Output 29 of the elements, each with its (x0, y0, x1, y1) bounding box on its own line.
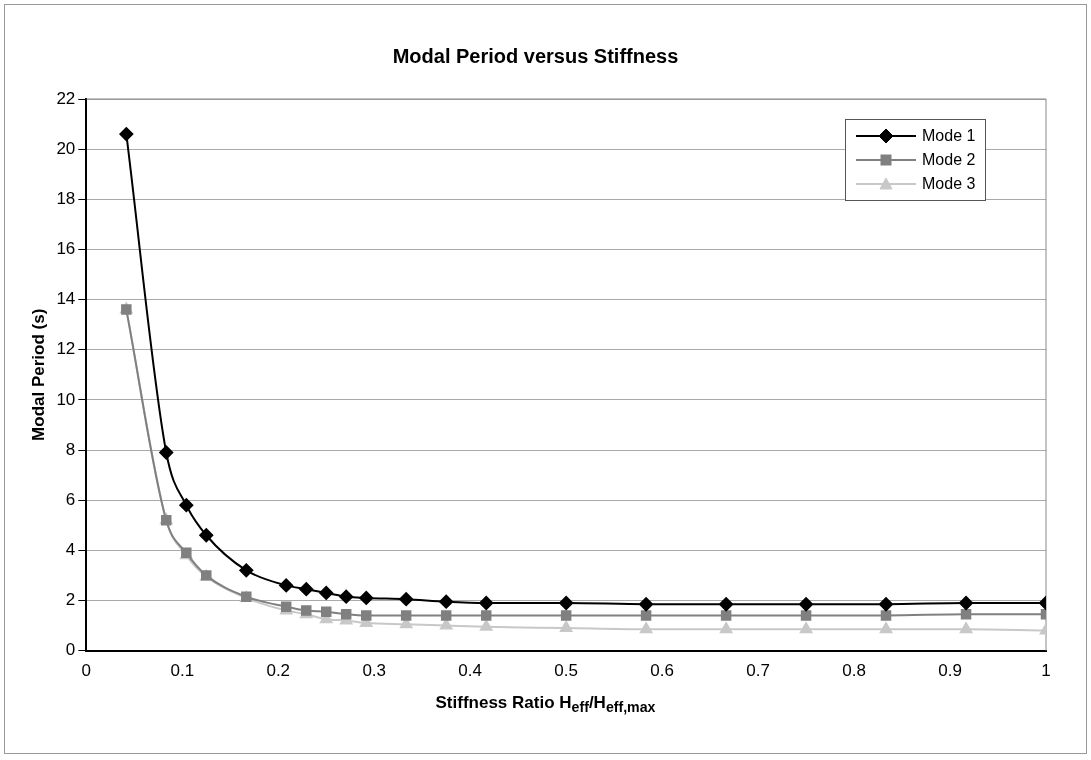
x-tick-label: 0.6 (650, 661, 674, 681)
x-tick-label: 0.8 (842, 661, 866, 681)
y-tick-label: 10 (56, 389, 76, 409)
y-tick-label: 18 (56, 188, 76, 208)
x-tick-label: 0.2 (266, 661, 291, 681)
x-tick-label: 1 (1041, 661, 1051, 681)
y-tick-label: 20 (56, 138, 76, 158)
y-tick-label: 16 (56, 239, 76, 259)
legend-label: Mode 2 (922, 151, 976, 169)
y-tick-label: 6 (65, 489, 76, 509)
x-tick-label: 0.4 (458, 661, 483, 681)
chart-title: Modal Period versus Stiffness (392, 44, 679, 67)
y-tick-label: 22 (56, 88, 76, 108)
x-tick-label: 0 (81, 661, 92, 681)
y-tick-label: 8 (65, 439, 76, 459)
y-tick-label: 14 (56, 289, 76, 309)
x-tick-label: 0.7 (746, 661, 770, 681)
y-axis-title: Modal Period (s) (28, 308, 48, 441)
y-tick-label: 2 (65, 590, 76, 610)
x-tick-label: 0.1 (170, 661, 195, 681)
x-axis-title: Stiffness Ratio H$_{eff}$/H$_{eff,max}$ (434, 693, 657, 716)
legend-label: Mode 3 (922, 175, 976, 193)
y-tick-label: 4 (65, 540, 76, 559)
legend-label: Mode 1 (922, 127, 976, 145)
x-tick-label: 0.5 (554, 661, 578, 681)
y-tick-label: 12 (56, 339, 76, 359)
y-tick-label: 0 (65, 640, 76, 660)
x-tick-label: 0.9 (938, 661, 962, 681)
x-tick-label: 0.3 (362, 661, 387, 681)
